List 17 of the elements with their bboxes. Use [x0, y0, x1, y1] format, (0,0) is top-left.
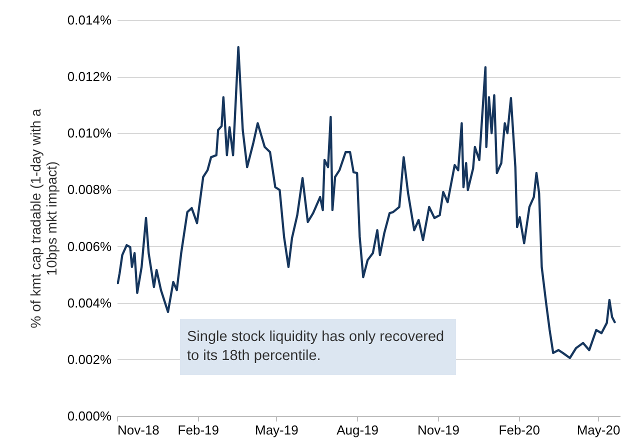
- y-axis-title: % of kmt cap tradable (1-day with a 10bps mkt impact): [27, 108, 60, 328]
- x-tick-label: Nov-18: [118, 422, 160, 438]
- annotation: Single stock liquidity has only recovered to its 18th percentile.: [180, 319, 456, 375]
- y-tick-label: 0.004%: [67, 295, 112, 310]
- y-tick-label: 0.002%: [67, 352, 112, 367]
- x-tick-label: Nov-19: [418, 422, 460, 438]
- x-tick-label: Feb-19: [178, 422, 220, 438]
- y-tick-label: 0.012%: [67, 69, 112, 84]
- x-tick-label: May-20: [576, 422, 620, 438]
- x-tick-label: Aug-19: [336, 422, 379, 438]
- x-tick-label: Feb-20: [498, 422, 540, 438]
- y-tick-label: 0.006%: [67, 238, 112, 254]
- y-tick-label: 0.008%: [67, 182, 112, 198]
- y-tick-label: 0.014%: [67, 12, 112, 28]
- y-tick-label: 0.000%: [67, 408, 112, 424]
- x-tick-label: May-19: [254, 422, 298, 438]
- y-tick-label: 0.010%: [67, 126, 112, 141]
